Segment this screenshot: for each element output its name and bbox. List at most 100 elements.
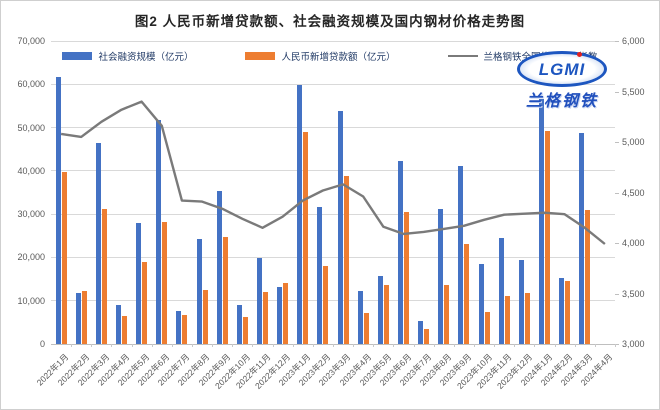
legend-bar-swatch-icon — [245, 52, 276, 60]
right-axis-tick — [615, 344, 619, 345]
x-axis-tick — [131, 344, 133, 347]
bar-new-loans-2022年11月 — [263, 291, 268, 344]
gridline — [51, 170, 615, 172]
lgmi-logo-red-dot-icon — [577, 52, 582, 57]
x-axis-tick — [91, 344, 93, 347]
bar-social-financing-2023年8月 — [438, 208, 444, 344]
bar-new-loans-2024年2月 — [565, 281, 571, 344]
bar-new-loans-2023年8月 — [444, 285, 450, 344]
y-axis-right-label: 4,500 — [622, 187, 645, 198]
bar-social-financing-2023年9月 — [458, 165, 464, 344]
legend-bar-swatch-icon — [62, 52, 93, 60]
legend-label: 人民币新增贷款额（亿元） — [281, 52, 396, 63]
x-axis-tick — [474, 344, 475, 347]
bar-new-loans-2022年9月 — [222, 237, 228, 344]
bar-social-financing-2023年7月 — [418, 321, 424, 344]
x-axis-tick — [312, 344, 314, 347]
y-axis-right-label: 5,000 — [622, 137, 645, 147]
y-axis-right-label: 6,000 — [622, 36, 645, 46]
bar-new-loans-2022年6月 — [162, 222, 168, 344]
bar-new-loans-2023年1月 — [303, 131, 309, 344]
right-axis-tick — [615, 243, 619, 244]
y-axis-left-label: 20,000 — [17, 252, 45, 263]
gridline — [51, 300, 615, 302]
bar-new-loans-2023年6月 — [404, 211, 409, 344]
bar-social-financing-2022年8月 — [196, 238, 202, 344]
y-axis-left-label: 70,000 — [17, 36, 45, 46]
bar-new-loans-2022年12月 — [283, 283, 289, 344]
gridline — [51, 127, 615, 129]
bar-social-financing-2022年7月 — [176, 311, 182, 344]
y-axis-left-label: 40,000 — [17, 165, 45, 176]
bar-new-loans-2022年8月 — [202, 289, 208, 344]
bar-new-loans-2023年5月 — [383, 285, 389, 344]
x-axis-tick — [151, 344, 153, 347]
bar-social-financing-2022年12月 — [277, 287, 283, 344]
gridline — [51, 256, 615, 258]
bar-new-loans-2023年4月 — [363, 312, 369, 344]
bar-new-loans-2022年5月 — [142, 262, 148, 344]
bar-new-loans-2022年3月 — [101, 208, 107, 344]
y-axis-right-label: 3,000 — [622, 339, 645, 349]
x-axis-tick — [554, 344, 556, 347]
gridline — [51, 213, 615, 215]
x-axis-tick — [594, 344, 596, 347]
y-axis-right-label: 4,000 — [622, 238, 645, 248]
x-axis-tick — [111, 344, 113, 347]
bar-social-financing-2023年1月 — [297, 85, 303, 344]
bar-social-financing-2022年5月 — [136, 223, 142, 344]
y-axis-left-label: 10,000 — [17, 295, 45, 306]
y-axis-left-label: 30,000 — [17, 209, 45, 220]
bar-social-financing-2023年5月 — [377, 276, 383, 344]
legend-line-swatch-icon — [447, 54, 478, 58]
x-axis-tick — [413, 344, 415, 347]
bar-new-loans-2022年7月 — [182, 314, 188, 344]
bar-social-financing-2022年3月 — [95, 142, 101, 344]
chart-title: 图2 人民币新增贷款额、社会融资规模及国内钢材价格走势图 — [134, 14, 526, 29]
x-axis-tick — [514, 344, 516, 347]
right-axis-tick — [615, 41, 619, 42]
bar-new-loans-2022年4月 — [122, 315, 127, 344]
bar-new-loans-2023年3月 — [343, 175, 349, 344]
x-axis-tick — [232, 344, 234, 347]
x-axis-tick — [171, 344, 173, 347]
right-axis-tick — [615, 192, 619, 194]
x-axis-tick — [373, 344, 375, 347]
y-axis-right-label: 3,500 — [622, 288, 645, 299]
gridline — [51, 40, 615, 42]
bar-social-financing-2023年4月 — [357, 291, 363, 344]
bar-social-financing-2022年6月 — [156, 120, 162, 344]
bar-social-financing-2022年9月 — [216, 191, 222, 344]
bar-social-financing-2023年6月 — [398, 161, 403, 344]
x-axis-tick — [433, 344, 435, 347]
bar-new-loans-2022年1月 — [61, 171, 67, 344]
bar-social-financing-2024年3月 — [579, 133, 585, 344]
bar-new-loans-2023年2月 — [323, 265, 329, 344]
x-axis-tick — [192, 344, 193, 347]
x-axis-tick — [393, 344, 395, 347]
y-axis-right-label: 5,500 — [622, 86, 645, 97]
legend-item-1: 人民币新增贷款额（亿元） — [245, 49, 396, 63]
x-axis-tick — [71, 344, 73, 347]
y-axis-left-label: 0 — [39, 339, 45, 349]
bar-new-loans-2023年10月 — [484, 311, 490, 344]
bar-new-loans-2023年7月 — [424, 328, 430, 344]
bar-social-financing-2022年11月 — [257, 257, 262, 344]
y-axis-left-label: 50,000 — [17, 122, 45, 133]
bar-new-loans-2023年9月 — [464, 244, 470, 344]
y-axis-left-label: 60,000 — [17, 79, 45, 90]
bar-social-financing-2024年1月 — [539, 99, 544, 344]
lgmi-logo-chinese-text: 兰格钢铁 — [525, 93, 598, 110]
plot-area — [51, 40, 615, 345]
bar-new-loans-2023年12月 — [524, 293, 530, 344]
x-axis-tick — [615, 344, 616, 347]
bar-new-loans-2023年11月 — [504, 296, 510, 344]
x-axis-tick — [212, 344, 214, 347]
bar-new-loans-2024年3月 — [585, 210, 591, 344]
x-axis-tick — [292, 344, 294, 347]
x-axis-tick — [272, 344, 274, 347]
steel-price-index-line — [60, 100, 606, 245]
lgmi-logo-ellipse: LGMI — [517, 51, 607, 87]
x-axis-tick — [353, 344, 355, 347]
